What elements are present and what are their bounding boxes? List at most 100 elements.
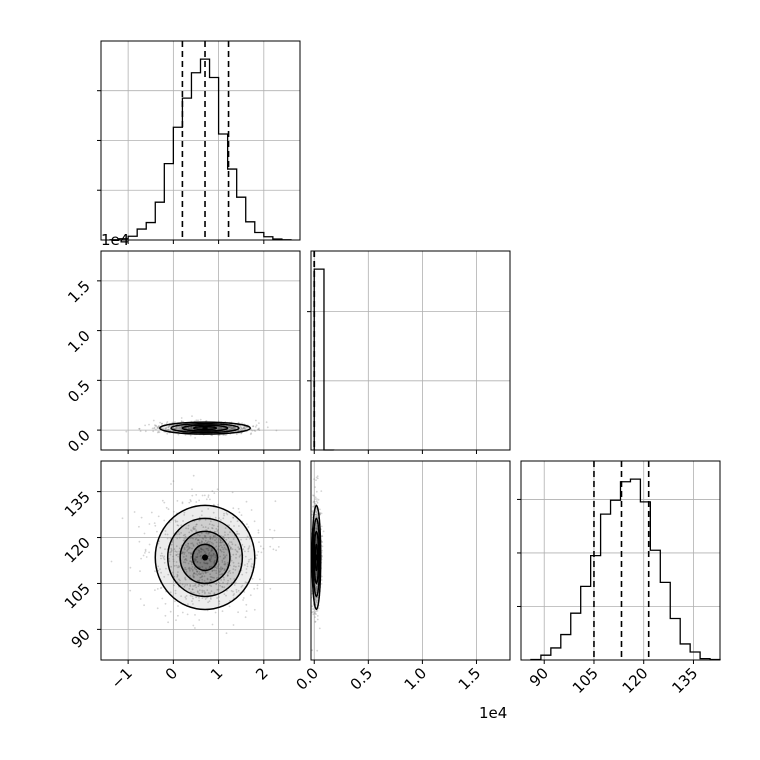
scatter-point xyxy=(315,511,318,513)
scatter-point xyxy=(199,427,202,429)
scatter-point xyxy=(164,428,167,430)
scatter-point xyxy=(251,577,254,580)
scatter-point xyxy=(169,610,172,613)
scatter-point xyxy=(191,568,194,571)
scatter-point xyxy=(223,514,225,517)
scatter-point xyxy=(255,424,258,427)
scatter-point xyxy=(163,555,166,558)
scatter-point xyxy=(138,427,141,430)
scatter-point xyxy=(229,578,232,580)
scatter-point xyxy=(177,524,180,527)
scatter-point xyxy=(170,565,173,568)
scatter-point xyxy=(157,425,160,428)
scatter-point xyxy=(196,556,198,559)
scatter-point xyxy=(234,427,237,430)
scatter-point xyxy=(176,500,179,502)
scatter-point xyxy=(148,523,151,525)
scatter-point xyxy=(153,426,156,429)
scatter-point xyxy=(315,601,318,603)
scatter-point xyxy=(319,512,322,514)
scatter-point xyxy=(238,511,241,514)
scatter-point xyxy=(190,567,193,570)
scatter-point xyxy=(191,566,194,568)
scatter-point xyxy=(222,548,225,551)
scatter-point xyxy=(194,614,196,616)
scatter-point xyxy=(201,494,204,497)
density-peak xyxy=(314,554,318,561)
scatter-point xyxy=(251,563,253,565)
scatter-point xyxy=(188,501,191,504)
scatter-point xyxy=(232,571,235,574)
scatter-point xyxy=(214,539,216,541)
panel-border xyxy=(100,40,301,241)
scatter-point xyxy=(315,541,318,543)
scatter-point xyxy=(180,595,183,597)
scatter-point xyxy=(221,585,224,588)
scatter-point xyxy=(186,548,189,551)
scatter-point xyxy=(247,550,250,553)
scatter-point xyxy=(222,434,225,436)
scatter-point xyxy=(183,561,185,564)
scatter-point xyxy=(235,553,238,556)
scatter-point xyxy=(216,588,219,591)
scatter-point xyxy=(220,544,222,547)
scatter-point xyxy=(157,430,160,433)
scatter-point xyxy=(314,597,317,599)
scatter-point xyxy=(201,548,204,551)
scatter-point xyxy=(232,507,235,510)
scatter-point xyxy=(229,426,232,429)
scatter-point xyxy=(205,571,207,573)
scatter-point xyxy=(185,527,188,530)
scatter-point xyxy=(189,557,192,559)
scatter-point xyxy=(190,560,192,563)
scatter-point xyxy=(277,546,280,548)
scatter-point xyxy=(316,475,319,478)
scatter-point xyxy=(315,540,318,542)
scatter-point xyxy=(187,527,190,530)
scatter-point xyxy=(229,541,231,543)
scatter-point xyxy=(216,597,219,599)
scatter-point xyxy=(190,427,193,430)
scatter-point xyxy=(237,565,240,567)
scatter-point xyxy=(156,588,159,590)
scatter-point xyxy=(315,610,317,613)
scatter-point xyxy=(200,542,203,545)
scatter-point xyxy=(196,553,199,555)
scatter-point xyxy=(148,551,151,554)
scatter-point xyxy=(191,588,194,591)
scatter-point xyxy=(159,568,161,571)
scatter-point xyxy=(198,583,200,586)
density-peak xyxy=(202,554,209,561)
scatter-point xyxy=(315,575,318,578)
scatter-point xyxy=(185,544,187,546)
scatter-point xyxy=(161,427,164,430)
scatter-point xyxy=(218,545,220,548)
scatter-point xyxy=(167,573,170,576)
scatter-point xyxy=(210,554,213,557)
scatter-point xyxy=(233,525,235,527)
scatter-point xyxy=(220,566,222,568)
scatter-point xyxy=(187,426,190,429)
scatter-point xyxy=(198,541,201,544)
scatter-point xyxy=(175,545,178,548)
scatter-point xyxy=(227,572,230,574)
scatter-point xyxy=(140,516,143,519)
scatter-point xyxy=(196,543,199,546)
scatter-point xyxy=(163,428,165,430)
scatter-point xyxy=(169,551,172,554)
scatter-point xyxy=(189,575,191,577)
scatter-point xyxy=(315,572,318,575)
scatter-point xyxy=(172,560,175,563)
scatter-point xyxy=(190,500,192,502)
scatter-point xyxy=(224,534,226,536)
scatter-point xyxy=(235,433,238,436)
scatter-point xyxy=(216,565,219,568)
panel-hist-1 xyxy=(307,250,511,454)
scatter-point xyxy=(251,429,254,432)
scatter-point xyxy=(220,541,223,544)
scatter-point xyxy=(316,599,318,602)
scatter-point xyxy=(209,575,212,578)
scatter-point xyxy=(172,555,175,558)
scatter-point xyxy=(315,528,318,531)
scatter-point xyxy=(190,426,193,429)
